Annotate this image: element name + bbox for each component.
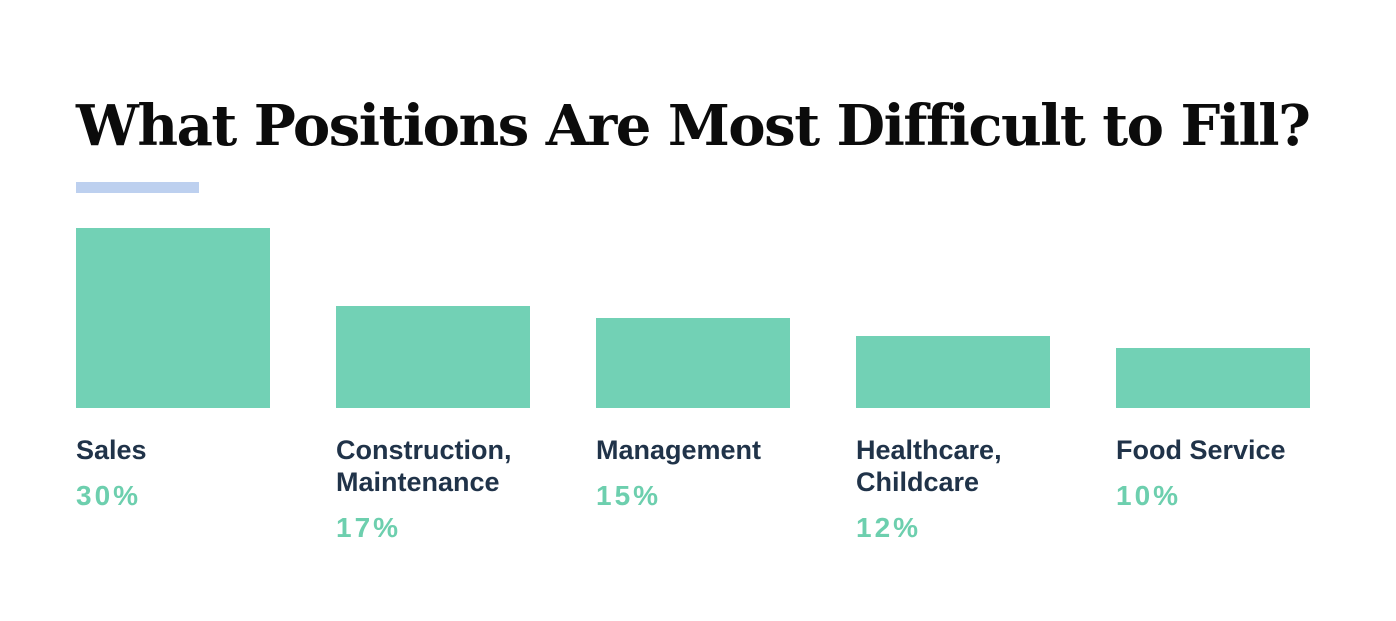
bar-column: Construction, Maintenance 17% [336,228,530,544]
bar-area [336,228,530,409]
value-label: 17% [336,512,402,544]
bar-column: Management 15% [596,228,790,544]
bar-area [856,228,1050,409]
category-label: Healthcare, Childcare [856,435,1002,498]
category-label: Management [596,435,762,466]
value-label: 10% [1116,480,1182,512]
bar [1116,348,1310,409]
category-label: Food Service [1116,435,1286,466]
bar-column: Healthcare, Childcare 12% [856,228,1050,544]
value-label: 12% [856,512,922,544]
bar-area [76,228,270,409]
bar-chart: Sales 30% Construction, Maintenance 17% … [76,228,1396,544]
bar [856,336,1050,409]
bar [596,318,790,409]
title-underline-accent [76,182,199,194]
value-label: 30% [76,480,142,512]
category-label: Construction, Maintenance [336,435,512,498]
chart-title: What Positions Are Most Difficult to Fil… [76,93,1311,159]
bar-column: Sales 30% [76,228,270,544]
bar-area [596,228,790,409]
bar-area [1116,228,1310,409]
category-label: Sales [76,435,147,466]
bar [76,228,270,409]
value-label: 15% [596,480,662,512]
bar-column: Food Service 10% [1116,228,1310,544]
bar [336,306,530,409]
